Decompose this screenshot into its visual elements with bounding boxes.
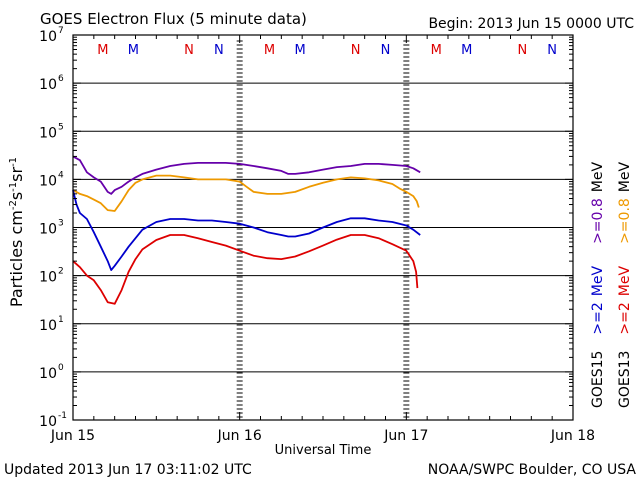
y-tick-exponent: 0 [58,363,64,373]
source-label: NOAA/SWPC Boulder, CO USA [428,462,637,478]
legend-unit-goes15-08: MeV [590,161,606,192]
legend-energy-goes15-08: >=0.8 [590,198,606,244]
marker-n: N [547,43,557,58]
series-lines [72,155,421,305]
y-tick-label: 10 [39,125,57,141]
legend-sat-goes13: GOES13 [617,351,633,408]
ylabel-exp-s: -1 [8,182,19,192]
y-tick-exponent: -1 [58,411,67,421]
marker-m: M [264,43,275,58]
marker-m: M [97,43,108,58]
series-goes15-0-8-mev [72,155,421,195]
x-tick-label: Jun 15 [50,428,95,444]
begin-label: Begin: 2013 Jun 15 0000 UTC [428,16,634,32]
y-tick-exponent: 1 [58,315,64,325]
y-axis-label: Particles cm-2s-1sr-1 [7,157,26,307]
legend-unit-goes13-2: MeV [617,266,633,297]
y-tick-label: 10 [39,414,57,430]
y-tick-label: 10 [39,318,57,334]
ylabel-exp-cm: -2 [8,200,19,210]
y-tick-exponent: 4 [58,170,64,180]
y-tick-exponent: 3 [58,219,64,229]
y-tick-exponent: 5 [58,122,64,132]
y-tick-exponent: 2 [58,267,64,277]
x-tick-label: Jun 16 [217,428,262,444]
marker-m: M [294,43,305,58]
marker-n: N [381,43,391,58]
legend-unit-goes15-2: MeV [590,266,606,297]
legend-unit-goes13-08: MeV [617,161,633,192]
legend-energy-goes15-2: >=2 [590,302,606,334]
y-tick-label: 10 [39,366,57,382]
x-axis-label: Universal Time [275,443,372,458]
marker-n: N [517,43,527,58]
x-tick-label: Jun 18 [550,428,595,444]
legend-sat-goes15: GOES15 [590,351,606,408]
y-tick-label: 10 [39,222,57,238]
x-tick-label: Jun 17 [383,428,428,444]
marker-m: M [461,43,472,58]
series-goes15-2-mev [72,189,421,271]
marker-n: N [351,43,361,58]
legend: GOES15 >=2 MeV >=0.8 MeV GOES13 >=2 MeV >=0.8 Me… [590,161,633,408]
chart-title: GOES Electron Flux (5 minute data) [40,10,307,28]
updated-label: Updated 2013 Jun 17 03:11:02 UTC [4,462,252,478]
series-goes13-2-mev [72,234,419,305]
x-axis-ticks: Jun 15 Jun 16 Jun 17 Jun 18 [50,35,595,444]
ylabel-s: s [7,192,26,200]
series-goes13-0-8-mev [72,174,420,212]
y-tick-exponent: 6 [58,74,64,84]
legend-goes13-red: GOES13 >=2 MeV >=0.8 MeV [617,161,633,408]
ylabel-text: Particles cm [7,210,26,307]
y-tick-label: 10 [39,29,57,45]
marker-n: N [184,43,194,58]
y-tick-label: 10 [39,173,57,189]
legend-energy-goes13-2: >=2 [617,302,633,334]
legend-energy-goes13-08: >=0.8 [617,198,633,244]
ylabel-exp-sr: -1 [8,157,19,167]
marker-n: N [214,43,224,58]
marker-m: M [431,43,442,58]
day-boundary-ticks [236,40,410,418]
legend-goes15-blue: GOES15 >=2 MeV >=0.8 MeV [590,161,606,408]
ylabel-sr: sr [7,167,26,182]
marker-m: M [128,43,139,58]
y-tick-label: 10 [39,270,57,286]
y-tick-exponent: 7 [58,26,64,36]
y-tick-label: 10 [39,77,57,93]
